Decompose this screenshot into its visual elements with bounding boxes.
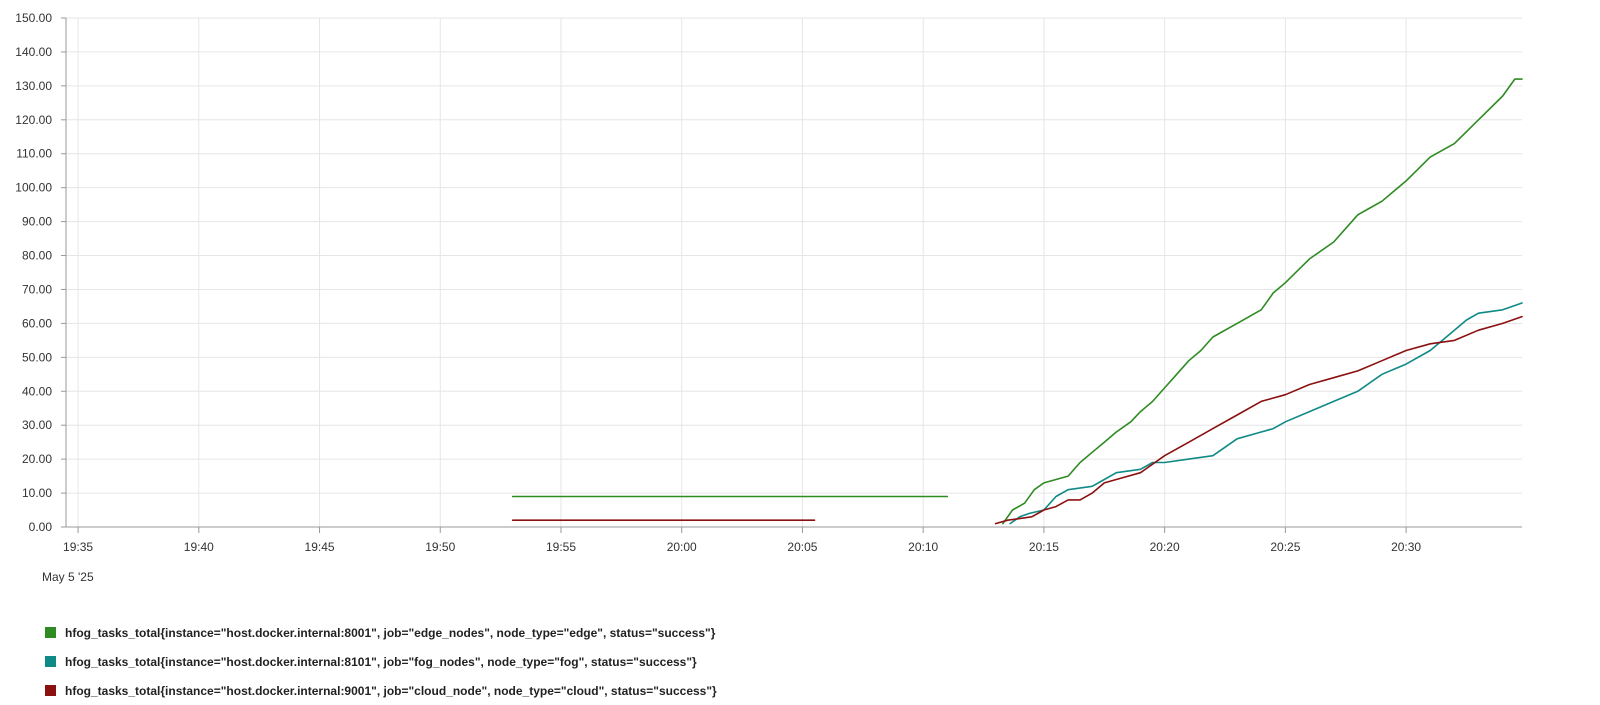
y-tick-label: 80.00 [22,249,52,263]
chart-plot: 0.00 10.00 20.00 30.00 40.00 50.00 60.00 70.00 8… [15,11,1523,584]
x-tick-label: 20:05 [787,540,817,554]
y-tick-label: 110.00 [16,147,52,161]
y-tick-label: 10.00 [22,486,52,500]
x-tick-label: 20:20 [1150,540,1180,554]
x-tick-label: 20:15 [1029,540,1059,554]
legend-label: hfog_tasks_total{instance="host.docker.i… [65,625,716,640]
y-tick-label: 130.00 [15,79,52,93]
y-tick-label: 70.00 [22,282,52,296]
x-tick-label: 20:25 [1270,540,1300,554]
legend-label: hfog_tasks_total{instance="host.docker.i… [65,654,697,669]
x-tick-label: 19:55 [546,540,576,554]
y-tick-label: 40.00 [22,384,52,398]
x-tick-label: 19:35 [63,540,93,554]
y-tick-label: 90.00 [22,215,52,229]
y-tick-label: 50.00 [22,350,52,364]
y-tick-label: 100.00 [15,181,52,195]
legend-item[interactable]: hfog_tasks_total{instance="host.docker.i… [45,647,1585,676]
legend-swatch [45,685,56,696]
legend-swatch [45,627,56,638]
axes: 0.00 10.00 20.00 30.00 40.00 50.00 60.00 70.00 8… [15,11,1522,554]
series-line-2[interactable] [994,315,1523,525]
y-tick-label: 140.00 [15,45,52,59]
series-lines [511,78,1523,525]
legend-item[interactable]: hfog_tasks_total{instance="host.docker.i… [45,676,1585,705]
series-line-1[interactable] [1009,302,1523,525]
x-tick-label: 20:30 [1391,540,1421,554]
date-label: May 5 '25 [42,570,94,584]
legend-swatch [45,656,56,667]
y-tick-label: 60.00 [22,316,52,330]
x-tick-label: 20:10 [908,540,938,554]
grid [66,17,1522,528]
y-tick-label: 150.00 [15,11,52,25]
y-tick-label: 30.00 [22,418,52,432]
legend-item[interactable]: hfog_tasks_total{instance="host.docker.i… [45,618,1585,647]
y-tick-label: 120.00 [15,113,52,127]
x-tick-label: 19:40 [184,540,214,554]
x-tick-label: 20:00 [667,540,697,554]
series-line-0[interactable] [1002,78,1523,525]
legend: hfog_tasks_total{instance="host.docker.i… [45,618,1585,705]
x-tick-label: 19:45 [305,540,335,554]
x-tick-label: 19:50 [425,540,455,554]
y-tick-label: 20.00 [22,452,52,466]
y-tick-label: 0.00 [29,520,53,534]
legend-label: hfog_tasks_total{instance="host.docker.i… [65,683,717,698]
